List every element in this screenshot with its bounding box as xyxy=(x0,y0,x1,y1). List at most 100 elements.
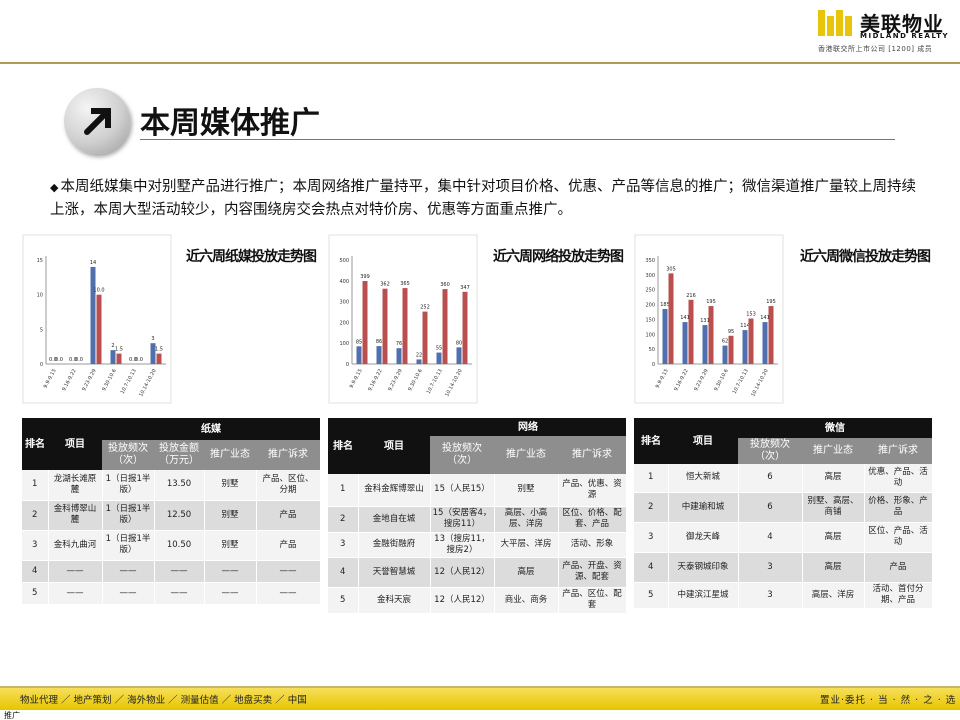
table-cell: 别墅 xyxy=(204,530,257,561)
data-label: 131 xyxy=(700,318,710,324)
table-cell: 区位、价格、配套、产品 xyxy=(558,506,627,533)
summary-text: 本周纸媒集中对别墅产品进行推广；本周网络推广量持平，集中针对项目价格、优惠、产品… xyxy=(50,179,916,218)
table-cell: 价格、形象、产品 xyxy=(864,492,933,523)
table-cell: 产品、开盘、资源、配套 xyxy=(558,557,627,588)
logo-mark-icon xyxy=(818,10,856,36)
table-cell: 别墅 xyxy=(204,500,257,531)
table-cell: 金地自在城 xyxy=(358,506,431,533)
bar xyxy=(768,306,774,364)
footer-bar xyxy=(0,688,960,710)
table-cell: 活动、形象 xyxy=(558,532,627,558)
table-row: 1 龙湖长滩原麓 1（日报1半版） 13.50 别墅 产品、区位、分期 xyxy=(22,470,321,501)
table-cell: 高层、洋房 xyxy=(802,582,865,609)
header-col: 投放金额（万元） xyxy=(154,440,204,470)
table-row: 3 金科九曲河 1（日报1半版） 10.50 别墅 产品 xyxy=(22,530,321,561)
table-cell: 4 xyxy=(328,557,359,588)
data-label: 185 xyxy=(660,302,670,308)
table-cell: 金科九曲河 xyxy=(48,530,103,561)
table-cell: 2 xyxy=(22,500,49,531)
data-label: 62 xyxy=(722,339,728,345)
table-row: 2 金科博翠山麓 1（日报1半版） 12.50 别墅 产品 xyxy=(22,500,321,531)
y-tick-label: 0 xyxy=(652,362,655,368)
data-label: 195 xyxy=(706,299,716,305)
data-label: 85 xyxy=(356,339,362,345)
logo-subtitle: 香港联交所上市公司 [1200] 成员 xyxy=(818,45,933,53)
data-label: 0.0 xyxy=(75,357,83,363)
table-cell: 产品 xyxy=(864,552,933,583)
table-cell: 金融街融府 xyxy=(358,532,431,558)
bar xyxy=(376,346,382,364)
chart-print: 0 5 10 15 0.0 0.0 9.9-9.15 0.0 0.0 9.16-9.22 14 10.… xyxy=(22,234,172,404)
table-cell: 高层 xyxy=(802,522,865,553)
header-col: 推广诉求 xyxy=(256,440,320,470)
company-logo: 美联物业 MIDLAND REALTY 香港联交所上市公司 [1200] 成员 xyxy=(818,8,958,58)
chart-print-title: 近六周纸媒投放走势图 xyxy=(186,249,317,265)
chart-wechat-svg: 0501001502002503003501853059.9-9.1514121… xyxy=(634,234,784,404)
table-cell: —— xyxy=(48,582,103,605)
table-cell: —— xyxy=(102,560,155,583)
data-label: 86 xyxy=(376,339,382,345)
table-cell: —— xyxy=(204,582,257,605)
table-cell: 5 xyxy=(22,582,49,605)
data-label: 22 xyxy=(416,352,422,358)
table-cell: 1 xyxy=(328,474,359,507)
table-row: 2 金地自在城 15（安居客4，搜房11） 高层、小高层、洋房 区位、价格、配套、产品 xyxy=(328,506,627,533)
data-label: 365 xyxy=(400,281,410,287)
bar xyxy=(688,299,694,364)
corner-label: 推广 xyxy=(4,711,20,720)
bar xyxy=(462,291,468,364)
table-cell: 高层 xyxy=(802,464,865,493)
header-col: 推广业态 xyxy=(204,440,256,470)
bar xyxy=(96,294,102,364)
table-cell: 中建滨江星城 xyxy=(668,582,739,609)
header-rank: 排名 xyxy=(634,418,668,464)
table-cell: 产品、优惠、资源 xyxy=(558,474,627,507)
chart-web-title: 近六周网络投放走势图 xyxy=(493,249,624,265)
table-cell: 3 xyxy=(738,552,803,583)
table-cell: 中建瑜和城 xyxy=(668,492,739,523)
y-tick-label: 100 xyxy=(645,332,655,338)
table-cell: 1（日报1半版） xyxy=(102,500,155,531)
footer-slogan: 置业·委托 · 当 · 然 · 之 · 选 xyxy=(820,695,957,706)
table-cell: 2 xyxy=(634,492,669,523)
data-label: 216 xyxy=(686,293,696,299)
bar xyxy=(742,330,748,364)
data-label: 362 xyxy=(380,282,390,288)
table-cell: 商业、商务 xyxy=(494,587,559,614)
table-row: 3 金融街融府 13（搜房11，搜房2） 大平层、洋房 活动、形象 xyxy=(328,532,627,558)
web-media-table: 排名 项目 网络 投放频次（次） 推广业态 推广诉求 1 金科金辉博翠山 15（人民… xyxy=(328,418,627,614)
table-cell: —— xyxy=(102,582,155,605)
page-title: 本周媒体推广 xyxy=(140,106,320,141)
data-label: 80 xyxy=(456,340,462,346)
data-label: 0.0 xyxy=(49,357,57,363)
table-row: 2 中建瑜和城 6 别墅、高层、商铺 价格、形象、产品 xyxy=(634,492,933,523)
header-project: 项目 xyxy=(668,418,738,464)
header-col: 投放频次（次） xyxy=(102,440,154,470)
header-col: 推广诉求 xyxy=(558,436,626,474)
table-cell: —— xyxy=(256,582,321,605)
table-cell: 15（安居客4，搜房11） xyxy=(430,506,495,533)
data-label: 360 xyxy=(440,282,450,288)
y-tick-label: 350 xyxy=(645,258,655,264)
y-tick-label: 150 xyxy=(645,317,655,323)
table-cell: 15（人民15） xyxy=(430,474,495,507)
table-row: 4 天泰钢城印象 3 高层 产品 xyxy=(634,552,933,583)
bar xyxy=(668,273,674,364)
table-cell: 天泰钢城印象 xyxy=(668,552,739,583)
header-col: 推广业态 xyxy=(494,436,558,474)
chart-wechat-title: 近六周微信投放走势图 xyxy=(800,249,931,265)
bar xyxy=(116,353,122,364)
y-tick-label: 100 xyxy=(339,341,349,347)
table-cell: 6 xyxy=(738,464,803,493)
bar xyxy=(762,322,768,364)
bar xyxy=(110,350,116,364)
chart-wechat: 0 50 100 150 200 250 300 350 185 305 9.9-9.15 141 21… xyxy=(634,234,784,404)
table-cell: 产品、区位、分期 xyxy=(256,470,321,501)
y-tick-label: 300 xyxy=(645,273,655,279)
data-label: 0.0 xyxy=(55,357,63,363)
data-label: 76 xyxy=(396,341,402,347)
table-cell: 12.50 xyxy=(154,500,205,531)
table-cell: 3 xyxy=(634,522,669,553)
table-row: 3 御龙天峰 4 高层 区位、产品、活动 xyxy=(634,522,933,553)
table-row: 5 金科天宸 12（人民12） 商业、商务 产品、区位、配套 xyxy=(328,587,627,614)
